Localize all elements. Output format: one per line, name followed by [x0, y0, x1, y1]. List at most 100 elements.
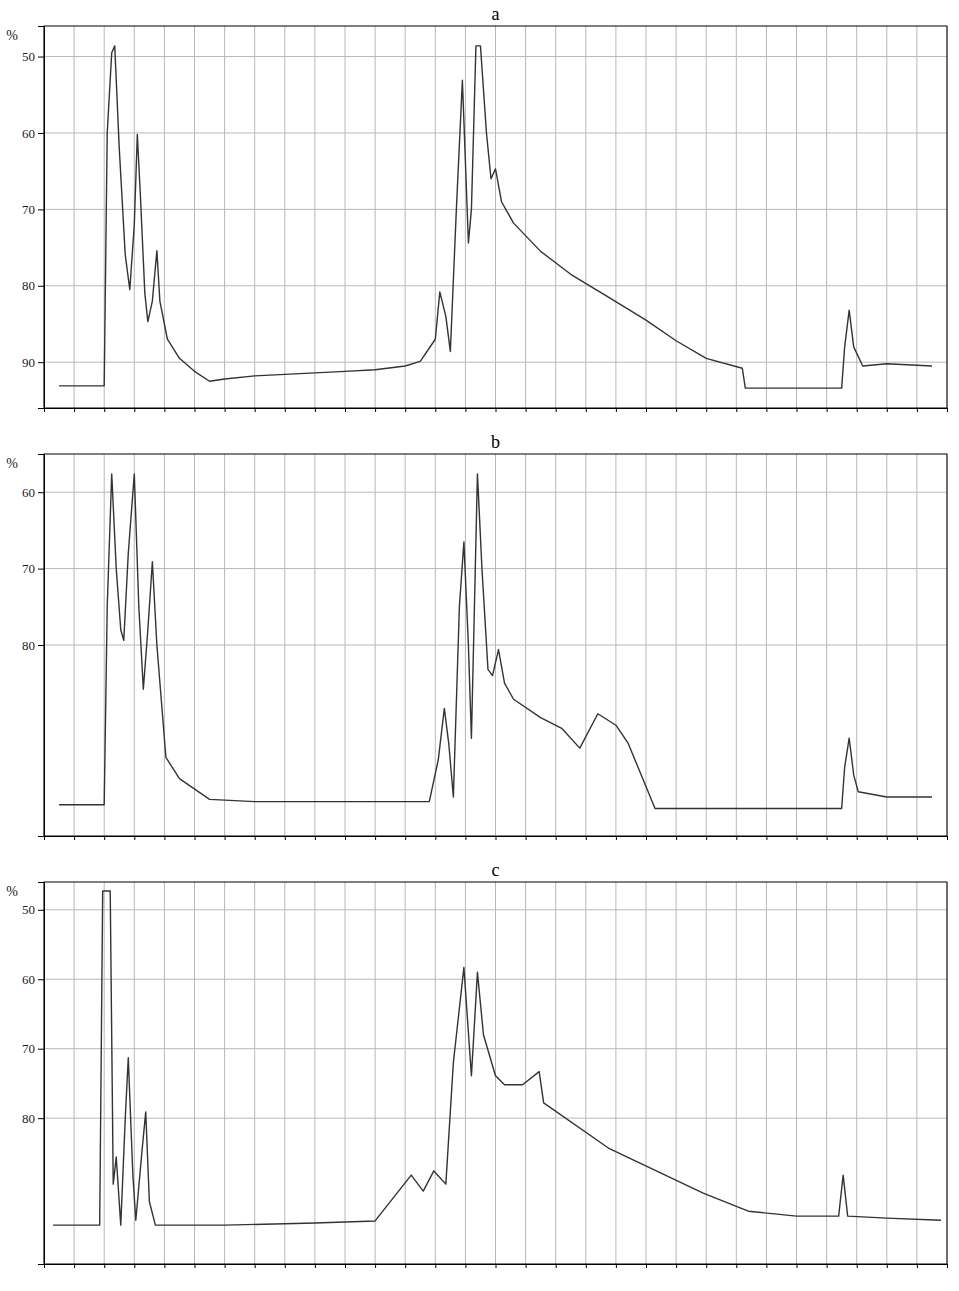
y-axis: 50607080: [22, 883, 45, 1265]
grid-line-x: [284, 26, 285, 408]
y-tick-label: 90: [22, 355, 35, 370]
grid-line-x: [826, 882, 827, 1264]
x-tick: [706, 836, 707, 840]
x-tick: [435, 1264, 436, 1268]
x-tick: [315, 408, 316, 412]
grid-line-x: [706, 882, 707, 1264]
x-tick: [947, 408, 948, 412]
x-tick-mark: [496, 836, 497, 840]
x-tick: [255, 836, 256, 840]
grid-line-x: [435, 26, 436, 408]
x-tick: [195, 1264, 196, 1268]
x-tick-mark: [44, 836, 45, 840]
x-tick: [435, 836, 436, 840]
x-tick-mark: [225, 408, 226, 412]
x-tick-mark: [164, 408, 165, 412]
x-tick-mark: [74, 1264, 75, 1268]
x-tick-mark: [827, 1264, 828, 1268]
x-tick-mark: [947, 408, 948, 412]
x-tick-mark: [857, 1264, 858, 1268]
grid-line-x: [615, 26, 616, 408]
grid-line-x: [164, 882, 165, 1264]
x-tick: [526, 836, 527, 840]
y-tick-label: 60: [22, 485, 35, 500]
grid-line-x: [525, 26, 526, 408]
y-tick-mark: [38, 645, 44, 646]
x-tick-mark: [375, 836, 376, 840]
grid-line-x: [886, 26, 887, 408]
grid-line-x: [284, 882, 285, 1264]
x-tick-mark: [646, 836, 647, 840]
x-tick: [255, 1264, 256, 1268]
grid-line-x: [314, 26, 315, 408]
y-tick: 80: [22, 1111, 44, 1126]
x-tick: [616, 1264, 617, 1268]
x-tick-mark: [706, 1264, 707, 1268]
y-axis: 5060708090: [22, 27, 45, 409]
y-tick-label: 60: [22, 126, 35, 141]
x-tick: [134, 836, 135, 840]
trace-line: [59, 474, 932, 809]
plot-frame: [44, 882, 947, 1264]
x-tick-mark: [255, 408, 256, 412]
grid-line-x: [676, 26, 677, 408]
x-tick-mark: [345, 408, 346, 412]
panel: 5060708090: [22, 26, 948, 412]
x-tick: [586, 1264, 587, 1268]
y-tick-label: 80: [22, 278, 35, 293]
x-tick: [134, 408, 135, 412]
plot-frame: [44, 454, 947, 836]
x-tick: [74, 836, 75, 840]
x-tick: [375, 1264, 376, 1268]
y-tick: 60: [22, 972, 44, 987]
y-tick: 80: [22, 638, 44, 653]
y-tick: 90: [22, 355, 44, 370]
x-tick-mark: [435, 836, 436, 840]
x-tick: [74, 408, 75, 412]
x-tick-mark: [465, 1264, 466, 1268]
y-tick-label: 50: [22, 49, 35, 64]
x-tick: [887, 836, 888, 840]
x-tick: [345, 408, 346, 412]
y-tick: 70: [22, 561, 44, 576]
x-tick-mark: [706, 408, 707, 412]
plot-frame: [44, 26, 947, 408]
grid-line-x: [555, 26, 556, 408]
y-axis-title: %: [6, 884, 18, 899]
y-tick: 50: [22, 49, 44, 64]
x-tick-mark: [736, 1264, 737, 1268]
x-tick: [465, 408, 466, 412]
grid-line-x: [916, 882, 917, 1264]
x-tick-mark: [405, 836, 406, 840]
x-tick-mark: [857, 836, 858, 840]
x-tick-mark: [766, 836, 767, 840]
grid-line-x: [224, 882, 225, 1264]
panel: 50607080: [22, 882, 948, 1268]
x-tick-mark: [164, 836, 165, 840]
x-tick: [616, 408, 617, 412]
x-tick-mark: [255, 1264, 256, 1268]
panel-title: b: [491, 432, 500, 452]
x-tick: [345, 1264, 346, 1268]
grid: [44, 882, 947, 1264]
grid-line-x: [345, 26, 346, 408]
grid-line-x: [465, 882, 466, 1264]
y-tick-label: 80: [22, 638, 35, 653]
x-tick: [285, 836, 286, 840]
x-tick: [104, 1264, 105, 1268]
x-tick-mark: [315, 1264, 316, 1268]
grid-line-y: [44, 285, 947, 286]
x-tick-mark: [195, 1264, 196, 1268]
x-tick: [345, 836, 346, 840]
x-tick: [736, 836, 737, 840]
grid-line-x: [646, 882, 647, 1264]
x-tick-mark: [195, 408, 196, 412]
x-tick: [676, 1264, 677, 1268]
x-tick-mark: [616, 836, 617, 840]
y-axis-line: [38, 883, 45, 1265]
x-tick: [164, 1264, 165, 1268]
x-tick-mark: [887, 408, 888, 412]
x-tick-mark: [556, 1264, 557, 1268]
x-tick: [556, 1264, 557, 1268]
grid-line-x: [465, 26, 466, 408]
